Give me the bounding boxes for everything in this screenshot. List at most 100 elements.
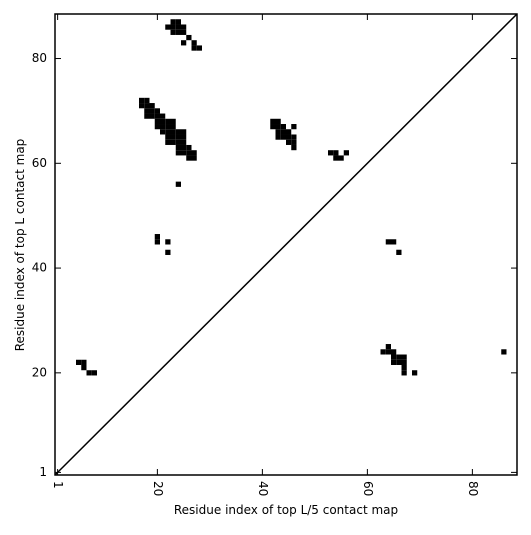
contact-cell [181, 40, 187, 46]
contact-cell [181, 139, 187, 145]
contact-cell [181, 144, 187, 151]
contact-cell [280, 134, 286, 140]
contact-cell [380, 349, 386, 355]
contact-cell [170, 139, 176, 145]
x-tick-label: 60 [361, 481, 375, 496]
contact-cell [412, 370, 418, 376]
contact-cell [186, 155, 192, 161]
contact-cell [175, 139, 181, 145]
contact-cell [165, 124, 171, 130]
contact-cell [291, 144, 297, 151]
contact-cell [396, 359, 402, 365]
contact-cell [149, 113, 155, 119]
y-tick-label: 1 [39, 465, 47, 479]
contact-cell [385, 239, 391, 245]
contact-cell [144, 113, 150, 119]
contact-cell [186, 34, 192, 41]
contact-cell [170, 19, 176, 25]
contact-cell [501, 349, 507, 355]
contact-cell [396, 354, 402, 360]
plot-frame [54, 13, 518, 476]
contact-cell [191, 150, 197, 156]
contact-cell [333, 150, 339, 156]
contact-cell [175, 150, 181, 156]
contact-cell [139, 97, 145, 104]
contact-cell [385, 344, 391, 350]
x-tick-label: 1 [51, 481, 65, 489]
contact-cell [154, 108, 160, 114]
y-axis-label: Residue index of top L contact map [13, 139, 27, 352]
contact-cell [170, 29, 176, 35]
contact-cell [91, 370, 97, 376]
contact-cell [165, 139, 171, 145]
contact-cell [286, 129, 292, 135]
contact-cell [333, 155, 339, 161]
contact-cell [391, 359, 397, 365]
contact-cell [343, 150, 349, 156]
contact-cell [144, 97, 150, 104]
contact-cell [154, 234, 160, 240]
contact-cell [286, 139, 292, 145]
contact-cell [154, 239, 160, 245]
contact-cell [196, 45, 202, 51]
contact-cell [401, 359, 407, 365]
contact-cell [396, 249, 402, 255]
contact-cell [165, 24, 171, 30]
contact-cell [154, 118, 160, 125]
x-tick-label: 20 [151, 481, 165, 496]
contact-cell [160, 124, 166, 130]
contact-cell [175, 129, 181, 135]
contact-cell [286, 134, 292, 140]
contact-cell [160, 113, 166, 119]
contact-cell [175, 24, 181, 30]
y-tick-label: 80 [32, 51, 47, 65]
contact-cell [170, 24, 176, 30]
x-tick-label: 40 [256, 481, 270, 496]
contact-cell [401, 364, 407, 371]
contact-cell [191, 155, 197, 161]
contact-cell [401, 370, 407, 376]
contact-cell [76, 359, 82, 365]
contact-cell [270, 124, 276, 130]
contact-cell [165, 129, 171, 135]
contact-cell [81, 359, 87, 365]
contact-cell [270, 118, 276, 125]
contact-cell [191, 40, 197, 46]
contact-cell [291, 134, 297, 140]
contact-cell [149, 103, 155, 109]
contact-cell [170, 129, 176, 135]
x-tick-label: 80 [466, 481, 480, 496]
contact-cell [385, 349, 391, 355]
contact-cell [338, 155, 344, 161]
contact-cell [191, 45, 197, 51]
contact-cell [175, 134, 181, 140]
contact-cell [175, 181, 181, 187]
contact-cell [149, 108, 155, 114]
contact-cell [181, 29, 187, 35]
contact-cell [175, 29, 181, 35]
contact-cell [154, 113, 160, 119]
contact-cell [175, 144, 181, 151]
contact-cell [160, 118, 166, 125]
contact-cell [144, 108, 150, 114]
x-axis-label: Residue index of top L/5 contact map [174, 503, 398, 517]
contact-cell [181, 129, 187, 135]
contact-cell [280, 129, 286, 135]
contact-cell [181, 24, 187, 30]
contact-cell [165, 239, 171, 245]
contact-cell [154, 124, 160, 130]
contact-cell [186, 144, 192, 151]
contact-cell [170, 124, 176, 130]
contact-cell [170, 118, 176, 125]
y-tick-label: 60 [32, 156, 47, 170]
contact-cell [280, 124, 286, 130]
contact-cell [165, 249, 171, 255]
contact-cell [144, 103, 150, 109]
y-tick-label: 20 [32, 365, 47, 379]
contact-cell [275, 124, 281, 130]
contact-cell [160, 129, 166, 135]
contact-cell [391, 354, 397, 360]
contact-cell [170, 134, 176, 140]
contact-cell [181, 150, 187, 156]
